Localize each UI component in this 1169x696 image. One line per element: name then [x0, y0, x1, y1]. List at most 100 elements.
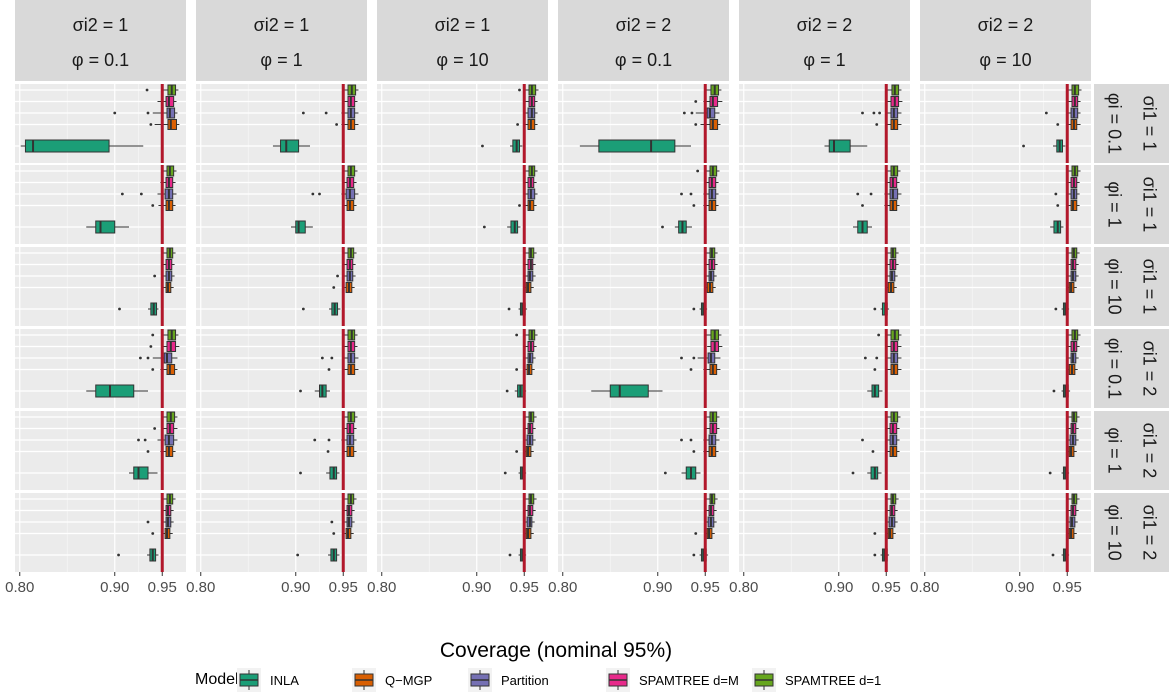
- box-inla: [95, 220, 116, 234]
- row-strip-2: [1094, 165, 1169, 244]
- outlier-point: [330, 356, 334, 360]
- x-tick-label: 0.95: [148, 579, 177, 596]
- outlier-point: [503, 471, 507, 475]
- row-strip-label-phi: φi = 10: [1104, 504, 1124, 560]
- outlier-point: [692, 450, 696, 453]
- outlier-point: [301, 111, 305, 115]
- panel-r2-c4: [558, 165, 729, 244]
- outlier-point: [863, 356, 867, 360]
- box-inla: [133, 466, 149, 480]
- column-strip-label-sigma: σi2 = 2: [978, 15, 1034, 35]
- outlier-point: [1054, 192, 1058, 196]
- outlier-point: [113, 111, 117, 115]
- outlier-point: [151, 333, 155, 337]
- column-strip-2: [196, 0, 367, 81]
- x-tick-label: 0.80: [367, 579, 396, 596]
- panel-background: [920, 84, 1091, 163]
- x-tick-label: 0.80: [5, 579, 34, 596]
- outlier-point: [481, 144, 484, 148]
- outlier-point: [143, 438, 147, 442]
- outlier-point: [689, 368, 693, 371]
- row-strip-label-sigma: σi1 = 1: [1139, 96, 1159, 152]
- column-strip-label-phi: φ = 1: [803, 50, 845, 70]
- panel-r2-c2: [196, 165, 367, 244]
- panel-background: [558, 493, 729, 572]
- outlier-point: [877, 333, 881, 337]
- box-inla: [598, 139, 676, 153]
- panel-r4-c3: [377, 329, 548, 408]
- panel-r5-c5: [739, 411, 910, 490]
- outlier-point: [661, 225, 664, 229]
- x-tick-label: 0.80: [548, 579, 577, 596]
- outlier-point: [149, 123, 153, 126]
- panel-r6-c6: [920, 493, 1091, 572]
- outlier-point: [299, 471, 302, 475]
- panel-background: [377, 411, 548, 490]
- legend-label: Q−MGP: [385, 673, 432, 688]
- panel-r4-c4: [558, 329, 729, 408]
- x-tick-label: 0.80: [910, 579, 939, 596]
- panel-background: [377, 247, 548, 326]
- panel-background: [558, 411, 729, 490]
- row-strip-4: [1094, 329, 1169, 408]
- panel-r4-c6: [920, 329, 1091, 408]
- row-strip-label-phi: φi = 1: [1104, 181, 1124, 227]
- column-strip-label-phi: φ = 10: [979, 50, 1031, 70]
- panel-r1-c3: [377, 84, 548, 163]
- outlier-point: [873, 532, 877, 535]
- legend-label: SPAMTREE d=M: [639, 673, 739, 688]
- column-strip-label-phi: φ = 10: [436, 50, 488, 70]
- outlier-point: [869, 192, 873, 196]
- outlier-point: [301, 307, 305, 311]
- outlier-point: [861, 204, 864, 207]
- box-inla: [95, 384, 135, 398]
- panel-background: [920, 165, 1091, 244]
- panel-r1-c6: [920, 84, 1091, 163]
- legend-label: INLA: [270, 673, 299, 688]
- legend-label: Partition: [501, 673, 549, 688]
- panel-r3-c1: [15, 247, 186, 326]
- legend-title: Model: [195, 671, 239, 688]
- panel-background: [15, 247, 186, 326]
- outlier-point: [151, 368, 155, 371]
- outlier-point: [330, 520, 334, 524]
- panel-r4-c5: [739, 329, 910, 408]
- panel-r6-c5: [739, 493, 910, 572]
- outlier-point: [335, 123, 338, 126]
- outlier-point: [1056, 204, 1060, 207]
- outlier-point: [692, 356, 696, 360]
- x-tick-label: 0.80: [186, 579, 215, 596]
- outlier-point: [515, 333, 519, 337]
- panel-background: [196, 411, 367, 490]
- outlier-point: [515, 450, 519, 453]
- panel-r5-c6: [920, 411, 1091, 490]
- outlier-point: [507, 307, 511, 311]
- outlier-point: [871, 450, 875, 453]
- x-axis-title: Coverage (nominal 95%): [440, 639, 672, 662]
- row-strip-1: [1094, 84, 1169, 163]
- outlier-point: [118, 307, 121, 311]
- column-strip-6: [920, 0, 1091, 81]
- outlier-point: [313, 438, 317, 442]
- panel-r1-c4: [558, 84, 729, 163]
- panel-background: [196, 165, 367, 244]
- outlier-point: [327, 368, 331, 371]
- x-tick-label: 0.90: [281, 579, 310, 596]
- panel-r3-c4: [558, 247, 729, 326]
- panel-background: [920, 493, 1091, 572]
- panel-background: [739, 329, 910, 408]
- panel-background: [920, 411, 1091, 490]
- outlier-point: [311, 192, 315, 196]
- outlier-point: [873, 553, 877, 557]
- legend-key-q-mgp: [352, 668, 376, 692]
- panel-r5-c2: [196, 411, 367, 490]
- outlier-point: [689, 438, 693, 442]
- panel-r3-c2: [196, 247, 367, 326]
- column-strip-label-sigma: σi2 = 2: [797, 15, 853, 35]
- outlier-point: [146, 520, 150, 524]
- outlier-point: [153, 427, 157, 430]
- outlier-point: [324, 111, 328, 115]
- panel-background: [196, 247, 367, 326]
- outlier-point: [663, 471, 667, 475]
